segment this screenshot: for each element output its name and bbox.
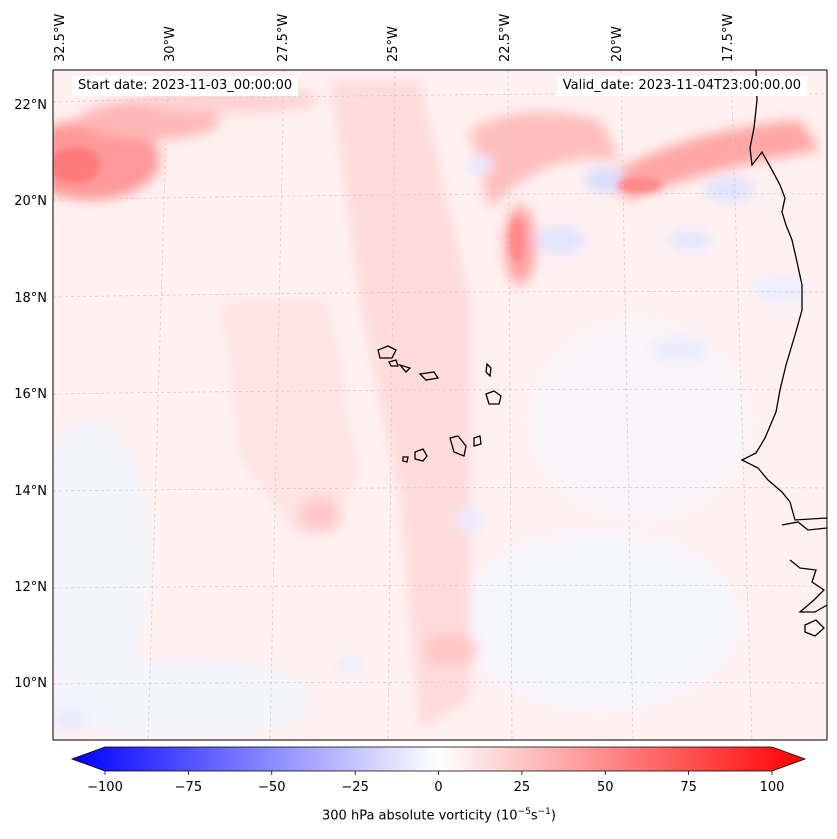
- lat-label-12n: 12°N: [14, 580, 47, 595]
- colorbar-tick-label: 0: [434, 780, 443, 795]
- colorbar-title: 300 hPa absolute vorticity (10−5s−1): [322, 807, 556, 824]
- lon-label-27-5w: 27.5°W: [276, 13, 291, 62]
- colorbar-tick-label: −100: [87, 780, 123, 795]
- colorbar-tick-label: −75: [174, 780, 203, 795]
- lat-label-14n: 14°N: [14, 484, 47, 499]
- lon-label-25w: 25°W: [386, 26, 401, 62]
- map-frame: [52, 69, 828, 741]
- lat-label-22n: 22°N: [14, 98, 47, 113]
- lon-label-32-5w: 32.5°W: [53, 13, 68, 62]
- valid-date-label: Valid_date: 2023-11-04T23:00:00.00: [556, 76, 807, 96]
- colorbar-tick-label: 100: [759, 780, 785, 795]
- coastlines: [377, 70, 827, 637]
- start-date-label: Start date: 2023-11-03_00:00:00: [72, 76, 299, 96]
- lat-label-20n: 20°N: [14, 194, 47, 209]
- colorbar-tick-label: 25: [513, 780, 531, 795]
- lat-label-18n: 18°N: [14, 291, 47, 306]
- lat-label-10n: 10°N: [14, 676, 47, 691]
- vorticity-field: [53, 70, 827, 740]
- colorbar-tick-label: −25: [341, 780, 369, 795]
- colorbar-tick-label: 75: [680, 780, 697, 795]
- graticule: [53, 70, 827, 740]
- lat-label-16n: 16°N: [14, 387, 47, 402]
- colorbar-body: [70, 746, 807, 772]
- colorbar-tick-label: 50: [596, 780, 614, 795]
- lon-label-22-5w: 22.5°W: [498, 13, 513, 62]
- colorbar: [70, 746, 807, 775]
- lon-label-30w: 30°W: [163, 26, 178, 62]
- lon-label-17-5w: 17.5°W: [721, 13, 736, 62]
- lon-label-20w: 20°W: [610, 26, 625, 62]
- colorbar-tick-label: −50: [258, 780, 286, 795]
